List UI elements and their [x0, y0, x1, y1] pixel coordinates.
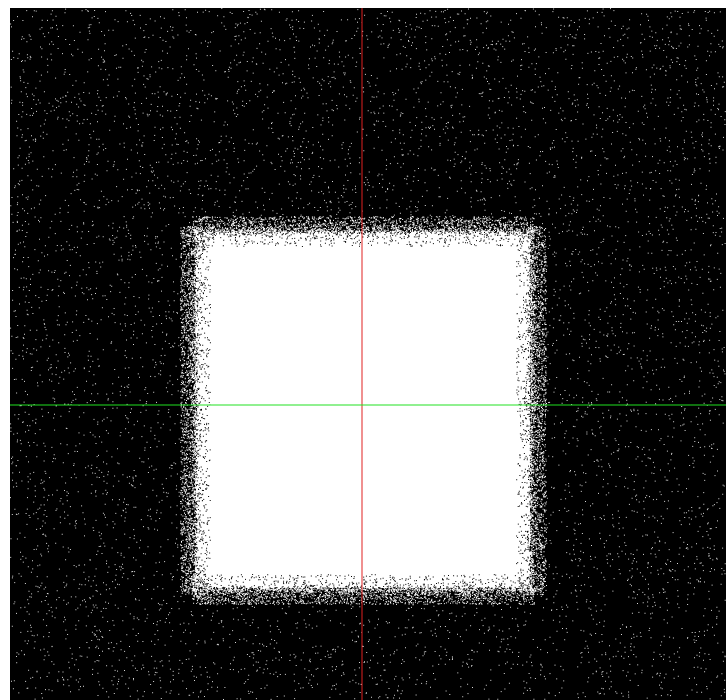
bright-square — [196, 232, 530, 588]
image-view — [0, 0, 726, 700]
page: (() => { const data = JSON.parse(documen… — [0, 0, 726, 700]
